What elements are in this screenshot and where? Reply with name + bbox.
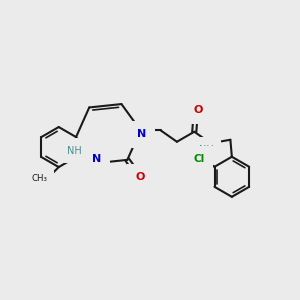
Text: O: O (194, 105, 203, 115)
Text: N: N (137, 129, 147, 140)
Text: NH: NH (199, 145, 214, 155)
Text: N: N (92, 154, 101, 164)
Text: Cl: Cl (194, 154, 205, 164)
Text: NH: NH (67, 146, 82, 156)
Text: O: O (135, 172, 145, 182)
Text: CH₃: CH₃ (31, 174, 47, 183)
